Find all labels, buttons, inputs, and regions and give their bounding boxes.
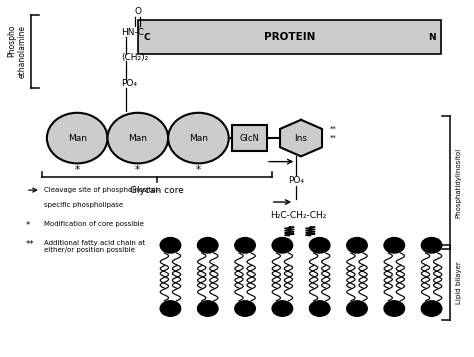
Text: (CH₂)₂: (CH₂)₂ bbox=[121, 53, 149, 62]
Circle shape bbox=[384, 237, 404, 253]
FancyBboxPatch shape bbox=[138, 20, 441, 54]
Circle shape bbox=[346, 301, 367, 316]
Circle shape bbox=[235, 237, 255, 253]
Circle shape bbox=[198, 301, 218, 316]
Ellipse shape bbox=[47, 113, 108, 164]
Text: *: * bbox=[74, 165, 80, 175]
Text: O: O bbox=[134, 7, 141, 16]
Circle shape bbox=[346, 237, 367, 253]
Text: Phospho
ethanolamine: Phospho ethanolamine bbox=[8, 25, 27, 78]
Text: Man: Man bbox=[128, 134, 147, 142]
Ellipse shape bbox=[108, 113, 168, 164]
Ellipse shape bbox=[168, 113, 229, 164]
Text: **: ** bbox=[330, 126, 337, 132]
Circle shape bbox=[310, 237, 330, 253]
Text: Ins: Ins bbox=[294, 134, 308, 142]
Text: PROTEIN: PROTEIN bbox=[264, 32, 315, 42]
Text: Man: Man bbox=[189, 134, 208, 142]
Circle shape bbox=[160, 301, 181, 316]
Circle shape bbox=[235, 301, 255, 316]
Circle shape bbox=[421, 301, 442, 316]
Text: specific phospholipase: specific phospholipase bbox=[44, 202, 123, 208]
FancyBboxPatch shape bbox=[232, 125, 267, 151]
Text: Phosphatidylinositol: Phosphatidylinositol bbox=[456, 147, 462, 218]
Polygon shape bbox=[280, 120, 322, 156]
Text: Glycan core: Glycan core bbox=[130, 186, 184, 195]
Text: **: ** bbox=[330, 135, 337, 141]
Circle shape bbox=[160, 237, 181, 253]
Text: PO₄: PO₄ bbox=[288, 176, 304, 185]
Text: Cleavage site of phosphoinositol-: Cleavage site of phosphoinositol- bbox=[44, 187, 160, 193]
Text: HN-C: HN-C bbox=[121, 28, 145, 37]
Text: *: * bbox=[26, 221, 30, 230]
Text: Modification of core possible: Modification of core possible bbox=[44, 221, 144, 227]
Circle shape bbox=[384, 301, 404, 316]
Text: C: C bbox=[144, 32, 151, 41]
Text: GlcN: GlcN bbox=[240, 134, 260, 142]
Text: *: * bbox=[196, 165, 201, 175]
Circle shape bbox=[272, 301, 292, 316]
Text: H₂C-CH₂-CH₂: H₂C-CH₂-CH₂ bbox=[271, 211, 327, 220]
Text: Additional fatty acid chain at
either/or position possible: Additional fatty acid chain at either/or… bbox=[44, 240, 145, 253]
Circle shape bbox=[421, 237, 442, 253]
Text: Man: Man bbox=[68, 134, 87, 142]
Text: N: N bbox=[428, 32, 436, 41]
Circle shape bbox=[198, 237, 218, 253]
Circle shape bbox=[310, 301, 330, 316]
Circle shape bbox=[272, 237, 292, 253]
Text: **: ** bbox=[26, 240, 35, 249]
Text: *: * bbox=[135, 165, 140, 175]
Text: PO₄: PO₄ bbox=[121, 79, 137, 88]
Text: Lipid bilayer: Lipid bilayer bbox=[456, 261, 462, 304]
